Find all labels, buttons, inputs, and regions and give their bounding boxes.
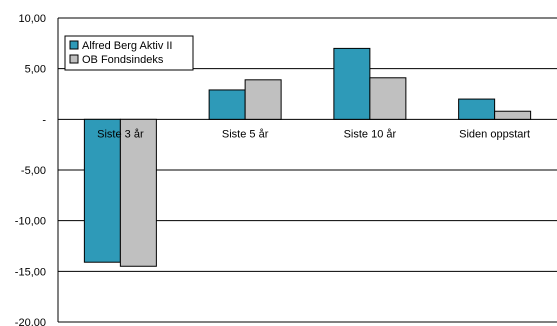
bar xyxy=(208,89,246,120)
legend-swatch xyxy=(69,40,79,50)
y-tick-label: -5,00 xyxy=(21,165,46,177)
category-labels: Siste 3 år Siste 5 år Siste 10 år Siden opp… xyxy=(97,128,530,140)
legend-swatch xyxy=(69,54,79,64)
y-tick-label: 5,00 xyxy=(25,64,46,76)
bar xyxy=(333,47,371,120)
legend-label: OB Fondsindeks xyxy=(82,54,164,66)
legend-box xyxy=(64,35,194,71)
y-tick-label: 10,00 xyxy=(18,13,46,25)
legend: Alfred Berg Aktiv II OB Fondsindeks xyxy=(64,35,194,71)
category-label: Siste 10 år xyxy=(344,128,397,140)
y-tick-label: -20,00 xyxy=(15,317,46,326)
bar xyxy=(83,118,121,263)
bar xyxy=(119,118,157,267)
category-label: Siste 3 år xyxy=(97,128,144,140)
category-label: Siste 5 år xyxy=(222,128,269,140)
bar xyxy=(494,110,532,120)
y-tick-label: - xyxy=(42,114,46,126)
legend-label: Alfred Berg Aktiv II xyxy=(82,40,172,52)
bar xyxy=(369,77,407,120)
y-tick-label: -15,00 xyxy=(15,266,46,278)
y-tick-labels: 10,00 5,00 - -5,00 -10,00 -15,00 -20,00 xyxy=(15,13,47,326)
bar xyxy=(244,79,282,120)
bars xyxy=(83,47,532,267)
y-tick-label: -10,00 xyxy=(15,216,46,228)
category-label: Siden oppstart xyxy=(459,128,530,140)
bar xyxy=(458,98,496,120)
